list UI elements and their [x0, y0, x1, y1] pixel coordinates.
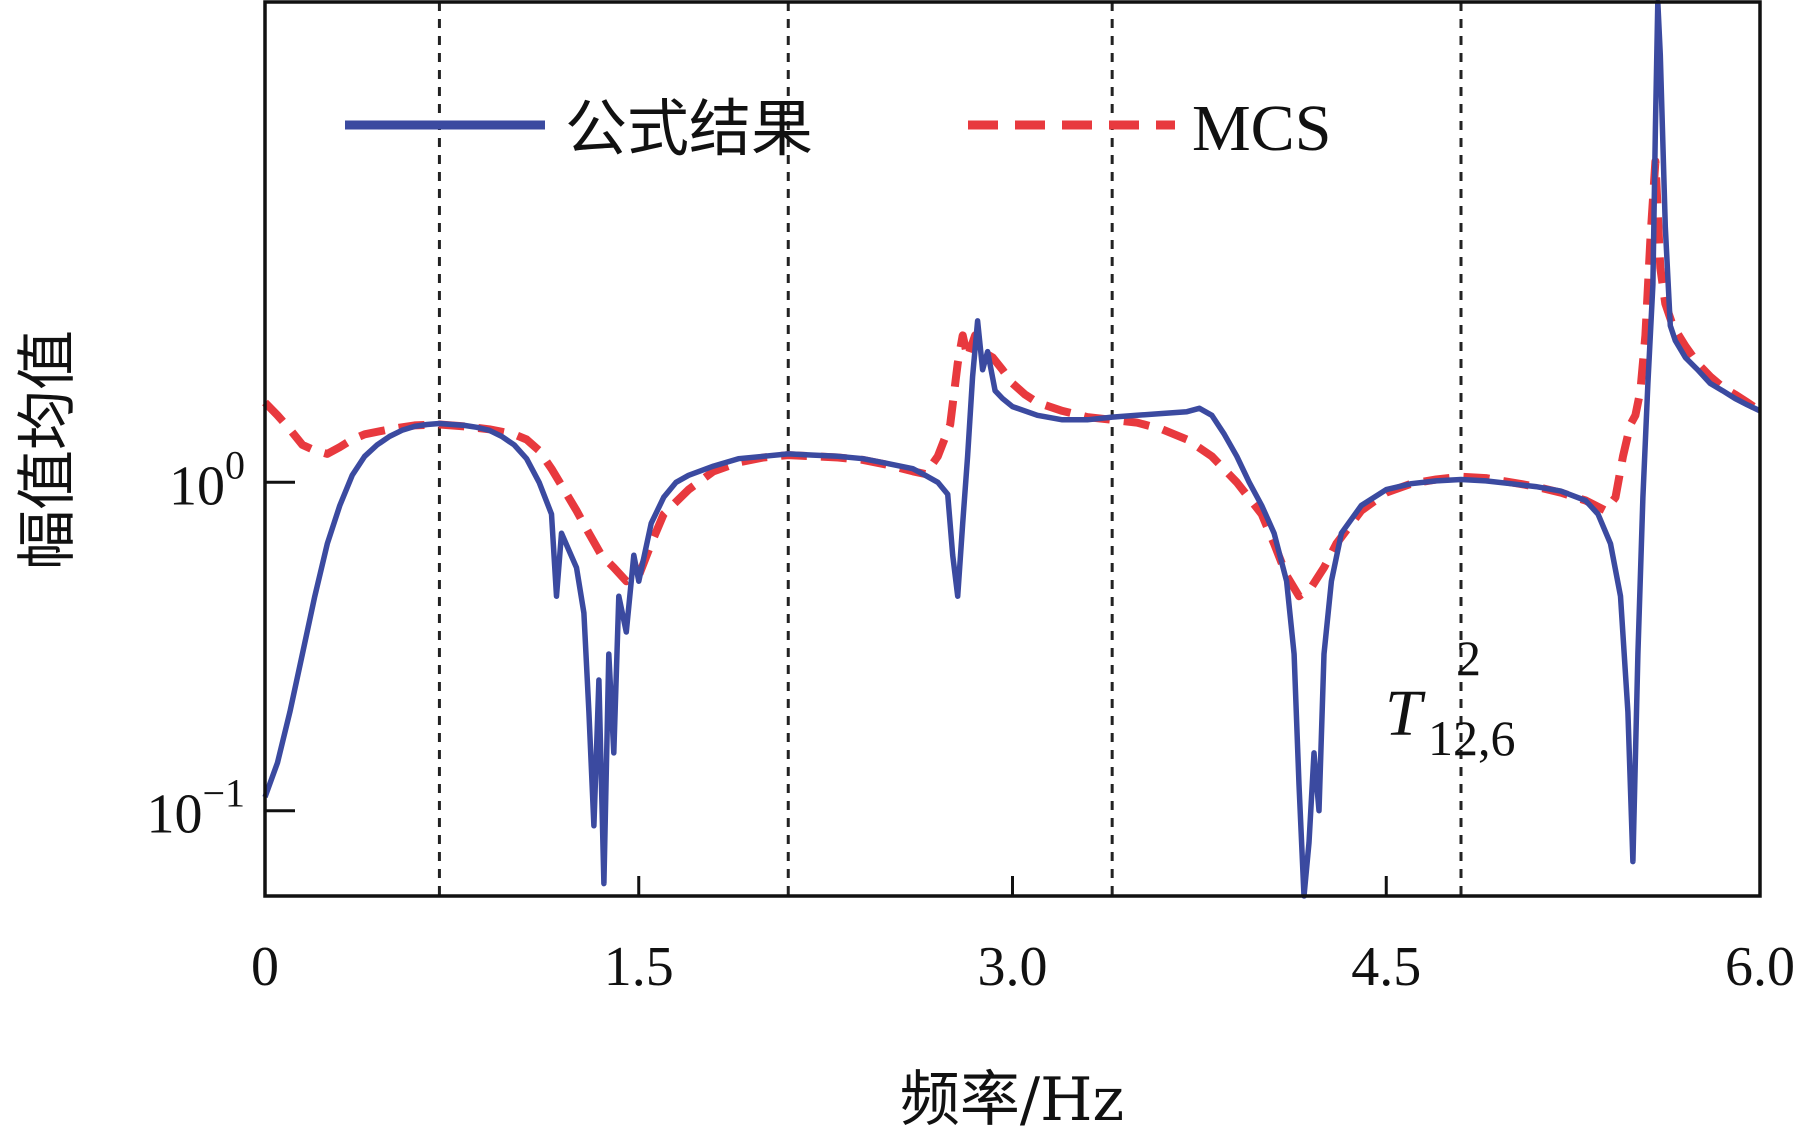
y-tick-label-0: 100 — [169, 442, 245, 517]
x-tick-label-0: 0 — [251, 936, 279, 998]
y-axis-title: 幅值均值 — [13, 330, 83, 570]
annotation-subscript: 12,6 — [1428, 710, 1516, 766]
series-layer — [262, 0, 1763, 899]
plot-area — [265, 2, 1760, 896]
x-tick-label-1: 1.5 — [604, 936, 674, 998]
legend-label-formula: 公式结果 — [565, 92, 813, 165]
curve-annotation: T 2 12,6 — [1385, 630, 1516, 766]
reference-lines — [437, 2, 1463, 896]
annotation-superscript: 2 — [1456, 630, 1481, 686]
x-tick-label-3: 4.5 — [1351, 936, 1421, 998]
series-line-formula — [262, 0, 1762, 899]
x-axis-title: 频率/Hz — [900, 1065, 1124, 1132]
x-tick-label-2: 3.0 — [978, 936, 1048, 998]
x-axis: 0 1.5 3.0 4.5 6.0 — [251, 876, 1795, 998]
y-axis: 100 10−1 — [146, 442, 295, 846]
legend: 公式结果 MCS — [345, 92, 1331, 165]
series-line-mcs — [262, 157, 1763, 601]
legend-label-mcs: MCS — [1192, 92, 1331, 165]
x-tick-label-4: 6.0 — [1725, 936, 1795, 998]
y-tick-label-1: 10−1 — [146, 771, 245, 846]
annotation-base: T — [1385, 677, 1426, 750]
